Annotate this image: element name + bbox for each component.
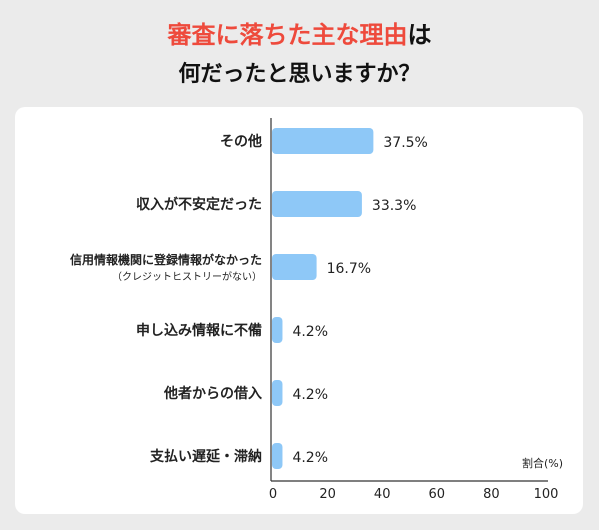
bar-3 (272, 317, 283, 343)
value-label-2: 16.7% (327, 261, 371, 277)
value-label-5: 4.2% (292, 450, 328, 466)
value-label-4: 4.2% (292, 387, 328, 403)
bar-1 (272, 191, 362, 217)
x-tick-label-3: 60 (429, 487, 446, 502)
value-label-3: 4.2% (292, 324, 328, 340)
category-label-3: 申し込み情報に不備 (136, 322, 262, 339)
x-tick-label-1: 20 (319, 487, 336, 502)
x-tick-label-2: 40 (374, 487, 391, 502)
value-label-0: 37.5% (383, 135, 427, 151)
x-tick-label-4: 80 (483, 487, 500, 502)
bar-5 (272, 443, 283, 469)
chart-title: 審査に落ちた主な理由は 何だったと思いますか？ (0, 0, 599, 100)
category-label-4: 他者からの借入 (163, 385, 262, 402)
category-label-2: 信用情報機関に登録情報がなかった (70, 252, 262, 267)
bar-0 (272, 128, 374, 154)
x-tick-label-0: 0 (269, 487, 277, 502)
x-tick-label-5: 100 (534, 487, 559, 502)
title-highlight: 審査に落ちた主な理由 (167, 21, 408, 49)
bar-2 (272, 254, 317, 280)
title-line-1: 審査に落ちた主な理由は (0, 18, 599, 52)
title-suffix: は (407, 21, 432, 49)
category-label-1: 収入が不安定だった (136, 196, 262, 213)
value-label-1: 33.3% (372, 198, 416, 214)
bar-4 (272, 380, 283, 406)
title-line-2: 何だったと思いますか？ (178, 62, 421, 87)
chart-card (15, 107, 583, 514)
category-sublabel-2: （クレジットヒストリーがない） (112, 270, 262, 283)
x-axis-label: 割合(%) (522, 456, 563, 470)
category-label-0: その他 (220, 133, 262, 150)
category-label-5: 支払い遅延・滞納 (149, 448, 262, 465)
